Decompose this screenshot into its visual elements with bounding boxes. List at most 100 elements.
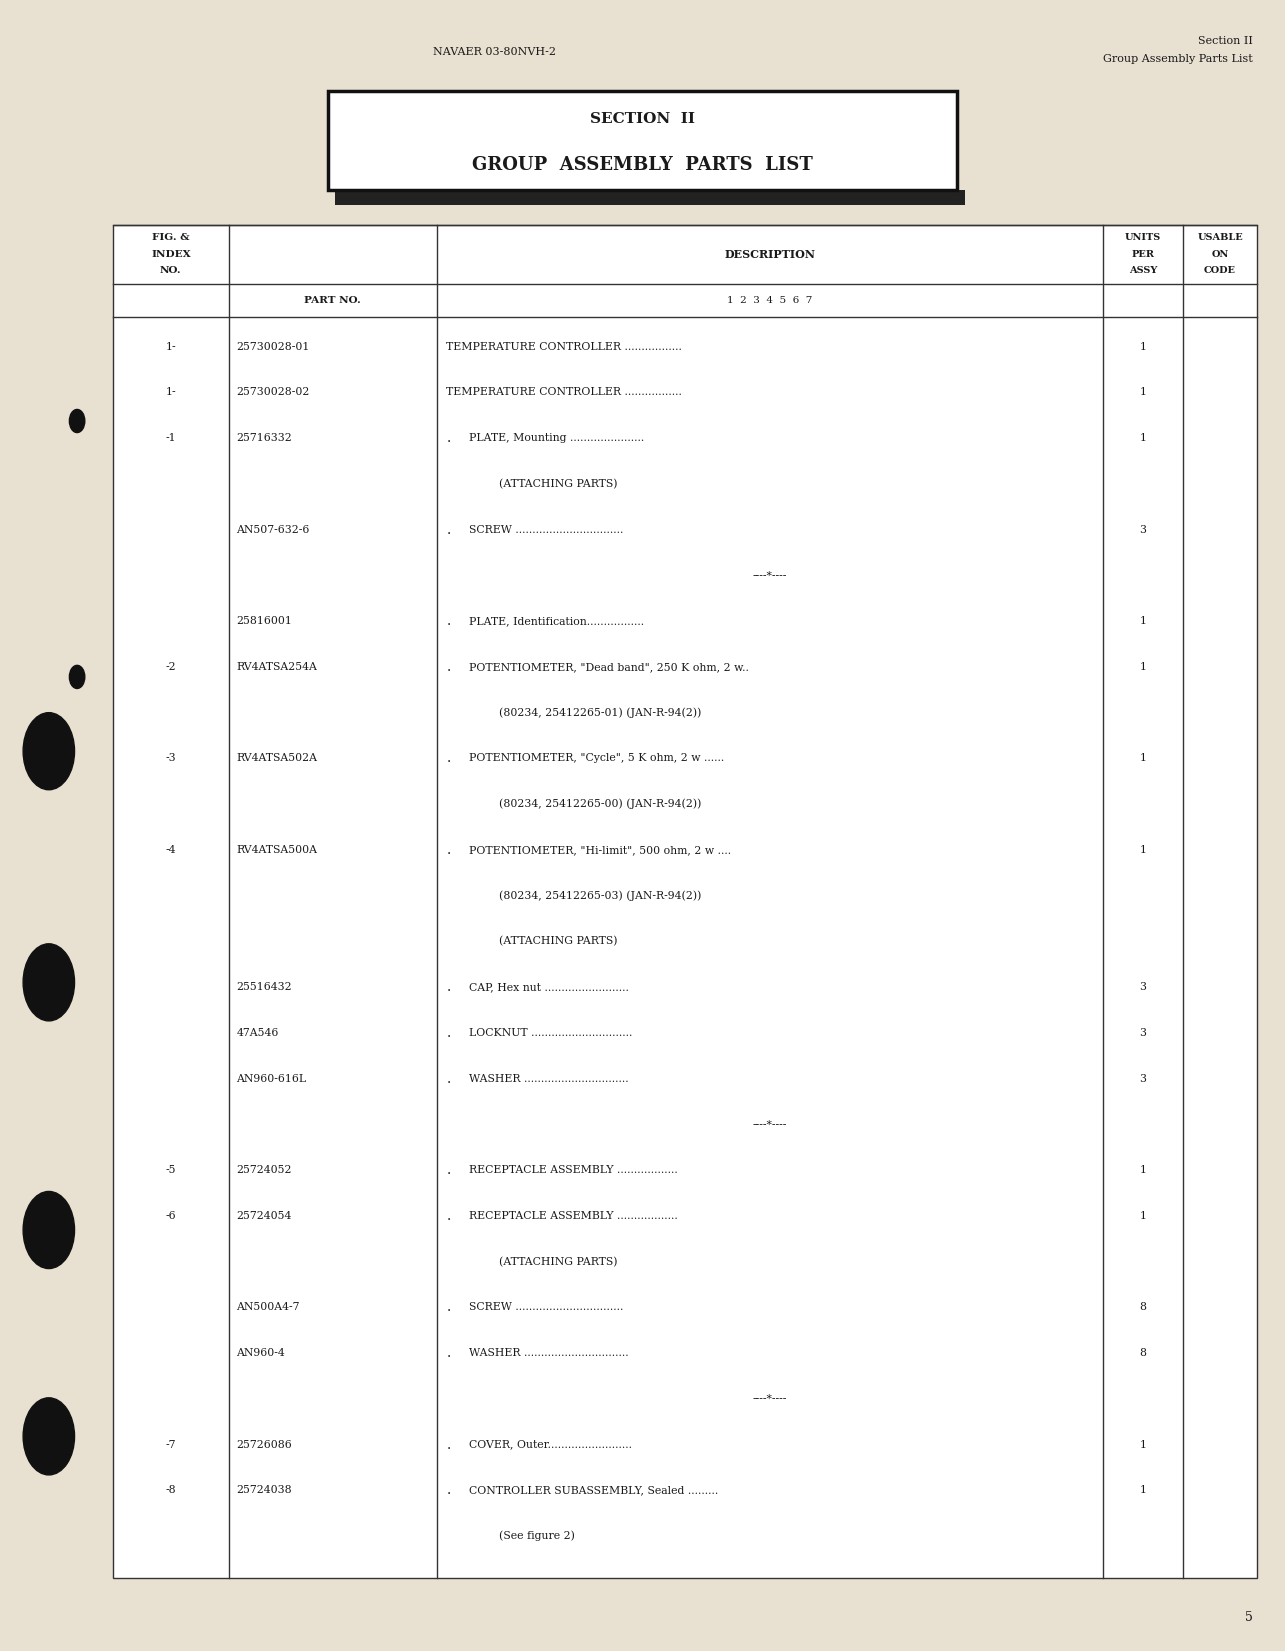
- Text: GROUP  ASSEMBLY  PARTS  LIST: GROUP ASSEMBLY PARTS LIST: [472, 157, 813, 173]
- Text: -6: -6: [166, 1210, 176, 1222]
- Text: 1: 1: [1140, 753, 1146, 763]
- Text: .: .: [447, 751, 451, 766]
- Text: -4: -4: [166, 845, 176, 855]
- Text: (See figure 2): (See figure 2): [499, 1530, 574, 1542]
- Text: .: .: [447, 1438, 451, 1451]
- Text: .: .: [447, 523, 451, 537]
- Text: AN507-632-6: AN507-632-6: [236, 525, 310, 535]
- Bar: [113, 225, 1257, 1578]
- Text: 3: 3: [1140, 1073, 1146, 1083]
- Text: INDEX: INDEX: [152, 249, 190, 259]
- Text: .: .: [447, 1346, 451, 1360]
- Text: TEMPERATURE CONTROLLER .................: TEMPERATURE CONTROLLER .................: [446, 388, 682, 398]
- Ellipse shape: [23, 1192, 75, 1268]
- Text: NAVAER 03-80NVH-2: NAVAER 03-80NVH-2: [433, 46, 556, 58]
- Text: ----*----: ----*----: [753, 1393, 786, 1403]
- Text: RV4ATSA502A: RV4ATSA502A: [236, 753, 317, 763]
- Text: 3: 3: [1140, 525, 1146, 535]
- Ellipse shape: [69, 409, 85, 433]
- Text: .: .: [447, 614, 451, 629]
- Text: AN960-616L: AN960-616L: [236, 1073, 307, 1083]
- Text: AN500A4-7: AN500A4-7: [236, 1303, 299, 1313]
- Text: NO.: NO.: [161, 266, 181, 276]
- Text: 25726086: 25726086: [236, 1440, 292, 1450]
- Text: PLATE, Mounting ......................: PLATE, Mounting ......................: [469, 433, 644, 442]
- Text: .: .: [447, 431, 451, 446]
- Text: .: .: [447, 1071, 451, 1086]
- Text: AN960-4: AN960-4: [236, 1349, 285, 1359]
- Text: 25724054: 25724054: [236, 1210, 292, 1222]
- Text: (ATTACHING PARTS): (ATTACHING PARTS): [499, 1256, 617, 1266]
- Text: POTENTIOMETER, "Hi-limit", 500 ohm, 2 w ....: POTENTIOMETER, "Hi-limit", 500 ohm, 2 w …: [469, 845, 731, 855]
- Text: .: .: [447, 1164, 451, 1177]
- Text: .: .: [447, 844, 451, 857]
- Text: RV4ATSA254A: RV4ATSA254A: [236, 662, 317, 672]
- Text: SCREW ................................: SCREW ................................: [469, 525, 623, 535]
- Text: 1: 1: [1140, 662, 1146, 672]
- Text: 1-: 1-: [166, 388, 176, 398]
- Text: -5: -5: [166, 1166, 176, 1176]
- Text: (80234, 25412265-01) (JAN-R-94(2)): (80234, 25412265-01) (JAN-R-94(2)): [499, 707, 700, 718]
- Text: USABLE: USABLE: [1198, 233, 1243, 243]
- Text: ----*----: ----*----: [753, 1119, 786, 1129]
- Text: 25730028-02: 25730028-02: [236, 388, 310, 398]
- Ellipse shape: [23, 713, 75, 789]
- Text: DESCRIPTION: DESCRIPTION: [725, 249, 815, 259]
- Text: COVER, Outer.........................: COVER, Outer.........................: [469, 1440, 632, 1450]
- Text: 25724038: 25724038: [236, 1486, 292, 1496]
- Text: .: .: [447, 1301, 451, 1314]
- Text: 5: 5: [1245, 1611, 1253, 1625]
- Text: 1-: 1-: [166, 342, 176, 352]
- Text: -3: -3: [166, 753, 176, 763]
- Text: PLATE, Identification.................: PLATE, Identification.................: [469, 616, 644, 626]
- Bar: [113, 225, 1257, 1578]
- Text: POTENTIOMETER, "Dead band", 250 K ohm, 2 w..: POTENTIOMETER, "Dead band", 250 K ohm, 2…: [469, 662, 749, 672]
- Text: .: .: [447, 1025, 451, 1040]
- Text: 1: 1: [1140, 388, 1146, 398]
- Text: PER: PER: [1132, 249, 1154, 259]
- Text: RV4ATSA500A: RV4ATSA500A: [236, 845, 317, 855]
- Text: -8: -8: [166, 1486, 176, 1496]
- Text: .: .: [447, 1483, 451, 1497]
- Text: 3: 3: [1140, 1029, 1146, 1038]
- Text: WASHER ...............................: WASHER ...............................: [469, 1349, 628, 1359]
- Text: UNITS: UNITS: [1124, 233, 1162, 243]
- Text: FIG. &: FIG. &: [152, 233, 190, 243]
- Text: SECTION  II: SECTION II: [590, 112, 695, 125]
- Text: CONTROLLER SUBASSEMBLY, Sealed .........: CONTROLLER SUBASSEMBLY, Sealed .........: [469, 1486, 718, 1496]
- Text: 1: 1: [1140, 616, 1146, 626]
- Text: 1: 1: [1140, 1210, 1146, 1222]
- Text: RECEPTACLE ASSEMBLY ..................: RECEPTACLE ASSEMBLY ..................: [469, 1166, 677, 1176]
- Text: (80234, 25412265-03) (JAN-R-94(2)): (80234, 25412265-03) (JAN-R-94(2)): [499, 890, 700, 901]
- Text: -1: -1: [166, 433, 176, 442]
- Text: 8: 8: [1140, 1303, 1146, 1313]
- Text: POTENTIOMETER, "Cycle", 5 K ohm, 2 w ......: POTENTIOMETER, "Cycle", 5 K ohm, 2 w ...…: [469, 753, 725, 763]
- Text: 3: 3: [1140, 982, 1146, 992]
- Text: 1: 1: [1140, 845, 1146, 855]
- Text: 1: 1: [1140, 1440, 1146, 1450]
- Text: 47A546: 47A546: [236, 1029, 279, 1038]
- Ellipse shape: [23, 944, 75, 1020]
- Text: RECEPTACLE ASSEMBLY ..................: RECEPTACLE ASSEMBLY ..................: [469, 1210, 677, 1222]
- Text: 1: 1: [1140, 342, 1146, 352]
- Text: LOCKNUT ..............................: LOCKNUT ..............................: [469, 1029, 632, 1038]
- Text: 25724052: 25724052: [236, 1166, 292, 1176]
- Text: ----*----: ----*----: [753, 571, 786, 581]
- Text: 1  2  3  4  5  6  7: 1 2 3 4 5 6 7: [727, 296, 812, 305]
- Ellipse shape: [69, 665, 85, 688]
- Text: (ATTACHING PARTS): (ATTACHING PARTS): [499, 479, 617, 489]
- Text: (80234, 25412265-00) (JAN-R-94(2)): (80234, 25412265-00) (JAN-R-94(2)): [499, 799, 700, 809]
- Text: .: .: [447, 660, 451, 674]
- Text: -2: -2: [166, 662, 176, 672]
- Text: 25716332: 25716332: [236, 433, 292, 442]
- Text: 25730028-01: 25730028-01: [236, 342, 310, 352]
- Text: ON: ON: [1212, 249, 1228, 259]
- Ellipse shape: [23, 1398, 75, 1474]
- Text: SCREW ................................: SCREW ................................: [469, 1303, 623, 1313]
- Text: 8: 8: [1140, 1349, 1146, 1359]
- Bar: [328, 91, 957, 190]
- Text: 1: 1: [1140, 1486, 1146, 1496]
- Text: 25516432: 25516432: [236, 982, 292, 992]
- Text: Group Assembly Parts List: Group Assembly Parts List: [1103, 54, 1253, 64]
- Text: CAP, Hex nut .........................: CAP, Hex nut .........................: [469, 982, 628, 992]
